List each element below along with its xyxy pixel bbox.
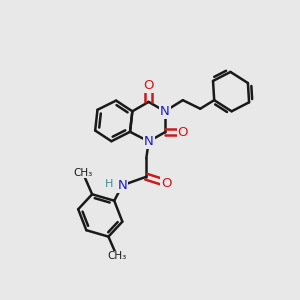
Text: N: N: [118, 179, 127, 192]
Text: H: H: [105, 179, 113, 189]
Text: CH₃: CH₃: [107, 251, 127, 261]
Text: N: N: [144, 135, 154, 148]
Text: N: N: [160, 105, 170, 118]
Text: O: O: [161, 177, 172, 190]
Text: CH₃: CH₃: [73, 168, 92, 178]
Text: O: O: [178, 126, 188, 139]
Text: O: O: [143, 79, 154, 92]
